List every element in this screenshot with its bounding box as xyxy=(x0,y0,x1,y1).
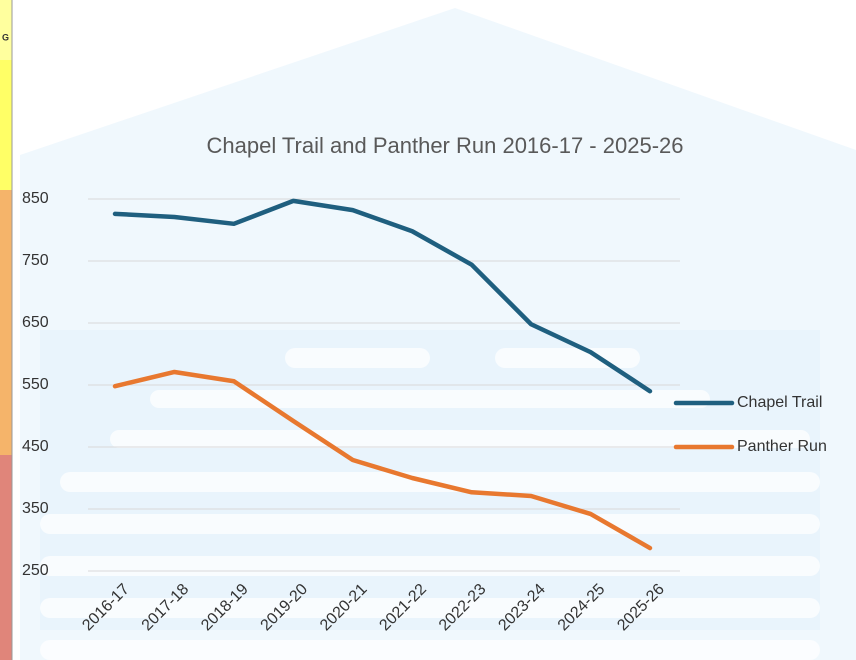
legend-label: Chapel Trail xyxy=(737,394,822,411)
chart-title: Chapel Trail and Panther Run 2016-17 - 2… xyxy=(207,133,684,158)
column-header: G xyxy=(2,32,9,42)
line-series xyxy=(112,369,653,551)
y-tick-label: 550 xyxy=(22,376,49,393)
watermark xyxy=(20,8,856,660)
y-tick-label: 650 xyxy=(22,314,49,331)
legend-label: Panther Run xyxy=(737,438,827,455)
y-tick-label: 750 xyxy=(22,252,49,269)
y-tick-label: 850 xyxy=(22,190,49,207)
y-tick-label: 250 xyxy=(22,562,49,579)
y-tick-label: 450 xyxy=(22,438,49,455)
sheet-edge: G xyxy=(0,0,13,660)
line-series xyxy=(112,198,653,394)
y-tick-label: 350 xyxy=(22,500,49,517)
